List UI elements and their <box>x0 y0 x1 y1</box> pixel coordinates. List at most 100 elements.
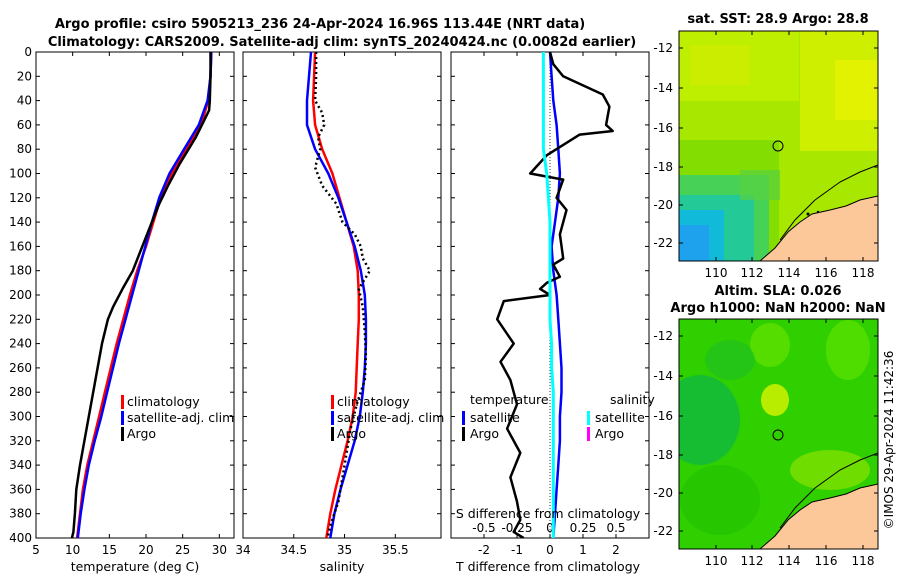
sla-map-title-line1: Altim. SLA: 0.026 <box>715 284 842 299</box>
temperature-xlabel: temperature (deg C) <box>71 559 200 574</box>
ytick-label: 220 <box>9 312 32 326</box>
map-lon-label: 114 <box>778 554 801 568</box>
legend-climatology-2: climatology <box>337 394 410 409</box>
imos-credit: ©IMOS 29-Apr-2024 11:42:36 <box>882 351 896 530</box>
xtick-label: 10 <box>65 543 80 557</box>
sla-map-title-line2: Argo h1000: NaN h2000: NaN <box>670 301 885 316</box>
xtick-label: 1 <box>579 543 587 557</box>
ytick-label: 200 <box>9 288 32 302</box>
ytick-label: 240 <box>9 337 32 351</box>
legend-t-argo: Argo <box>470 426 499 441</box>
legend-climatology: climatology <box>127 394 200 409</box>
map-lat-label: -22 <box>653 524 673 538</box>
x2tick-label: 0.25 <box>570 521 597 535</box>
ytick-label: 100 <box>9 167 32 181</box>
figure-title-line1: Argo profile: csiro 5905213_236 24-Apr-2… <box>55 17 585 32</box>
legend-swatch-satellite <box>121 411 124 425</box>
ytick-label: 160 <box>9 239 32 253</box>
salinity-xlabel: salinity <box>320 559 365 574</box>
legend-swatch-climatology <box>121 395 124 409</box>
map-lat-label: -18 <box>653 448 673 462</box>
series-argo <box>70 52 212 538</box>
series-temperature-satellite <box>548 52 563 538</box>
legend-temperature-header: temperature <box>470 392 549 407</box>
map-lat-label: -16 <box>653 121 673 135</box>
series-satellite-adj-clim <box>305 52 368 538</box>
ytick-label: 360 <box>9 482 32 496</box>
xtick-label: 5 <box>32 543 40 557</box>
series-salinity-satellite <box>541 52 555 538</box>
xtick-label: -1 <box>511 543 523 557</box>
xtick-label: 15 <box>102 543 117 557</box>
xtick-label: 0 <box>546 543 554 557</box>
legend-swatch-argo <box>121 427 124 441</box>
legend-swatch-t-satellite <box>462 411 465 425</box>
legend-swatch-satellite-2 <box>331 411 334 425</box>
map-lon-label: 118 <box>852 266 875 280</box>
figure-title-line2: Climatology: CARS2009. Satellite-adj cli… <box>48 35 636 50</box>
difference-xlabel-t: T difference from climatology <box>455 559 641 574</box>
map-lon-label: 112 <box>741 554 764 568</box>
map-lat-label: -14 <box>653 81 673 95</box>
ytick-label: 400 <box>9 531 32 545</box>
x2tick-label: -0.5 <box>472 521 495 535</box>
series-climatology <box>311 52 361 538</box>
xtick-label: -2 <box>478 543 490 557</box>
map-lat-label: -20 <box>653 198 673 212</box>
salinity-legend: climatology satellite-adj. clim Argo <box>331 394 444 441</box>
ytick-label: 380 <box>9 507 32 521</box>
difference-panel: -2 -1 0 1 2-0.5 -0.25 0 0.25 0.5 T difference fr… <box>450 51 655 574</box>
legend-salinity-header: salinity <box>610 392 655 407</box>
sst-map-title: sat. SST: 28.9 Argo: 28.8 <box>687 12 868 27</box>
xtick-label: 34 <box>235 543 250 557</box>
x2tick-label: 0 <box>546 521 554 535</box>
ytick-label: 60 <box>17 118 32 132</box>
ytick-label: 340 <box>9 458 32 472</box>
series-temperature-argo <box>495 52 614 538</box>
legend-argo-2: Argo <box>337 426 366 441</box>
map-lon-label: 110 <box>705 554 728 568</box>
map-lon-label: 110 <box>705 266 728 280</box>
map-lon-label: 116 <box>815 266 838 280</box>
difference-xlabel-s: S difference from climatology <box>456 506 641 521</box>
xtick-label: 34.5 <box>280 543 307 557</box>
map-lon-label: 118 <box>852 554 875 568</box>
temperature-axes-box <box>35 51 235 539</box>
legend-swatch-climatology-2 <box>331 395 334 409</box>
difference-legend: temperature salinity satellite Argo sate… <box>462 392 655 441</box>
salinity-panel: 34 34.5 35 35.5 salinity climatology satell… <box>235 51 444 574</box>
xtick-label: 2 <box>612 543 620 557</box>
sst-map-land <box>760 196 878 261</box>
legend-s-satellite: satellite <box>595 410 645 425</box>
temperature-panel: 5 10 15 20 25 3002040608010012014016018020022… <box>9 45 235 574</box>
series-climatology <box>75 52 213 538</box>
xtick-label: 35.5 <box>382 543 409 557</box>
map-lat-label: -12 <box>653 41 673 55</box>
ytick-label: 280 <box>9 385 32 399</box>
temperature-legend: climatology satellite-adj. clim Argo <box>121 394 234 441</box>
ytick-label: 180 <box>9 264 32 278</box>
map-lon-label: 112 <box>741 266 764 280</box>
ytick-label: 140 <box>9 215 32 229</box>
map-lat-label: -16 <box>653 409 673 423</box>
xtick-label: 25 <box>175 543 190 557</box>
legend-s-argo: Argo <box>595 426 624 441</box>
xtick-label: 30 <box>212 543 227 557</box>
sla-map-field <box>679 319 878 549</box>
sla-map-land <box>760 484 878 549</box>
legend-satellite: satellite-adj. clim <box>127 410 234 425</box>
sst-argo-position-marker <box>772 140 784 152</box>
legend-swatch-argo-2 <box>331 427 334 441</box>
series-satellite-adj-clim <box>76 52 213 538</box>
legend-argo: Argo <box>127 426 156 441</box>
ytick-label: 300 <box>9 410 32 424</box>
sla-map: Altim. SLA: 0.026 Argo h1000: NaN h2000:… <box>653 284 885 568</box>
ytick-label: 0 <box>24 45 32 59</box>
legend-swatch-s-argo <box>587 427 590 441</box>
ytick-label: 20 <box>17 69 32 83</box>
xtick-label: 20 <box>138 543 153 557</box>
legend-swatch-t-argo <box>462 427 465 441</box>
legend-satellite-2: satellite-adj. clim <box>337 410 444 425</box>
ytick-label: 260 <box>9 361 32 375</box>
